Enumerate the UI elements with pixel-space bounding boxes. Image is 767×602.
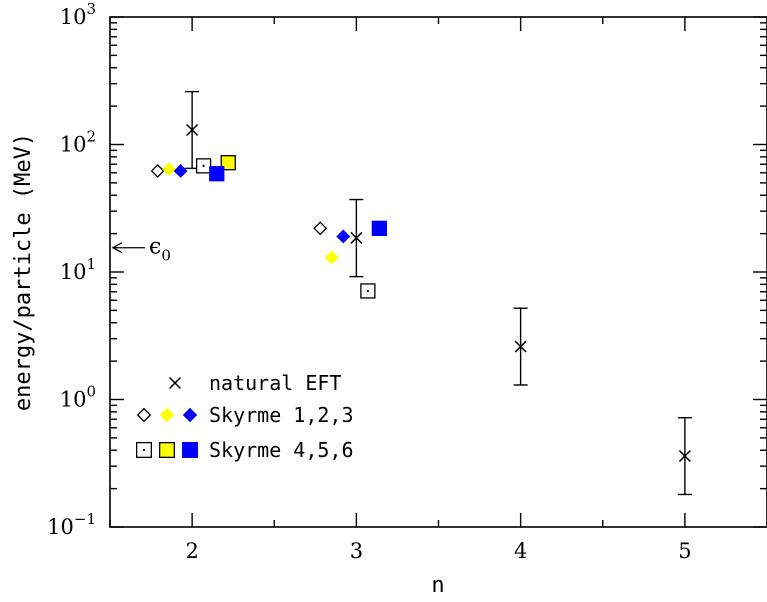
skyrme-1-point xyxy=(150,164,165,178)
skyrme-6-point xyxy=(371,220,388,236)
skyrme-4-point xyxy=(360,283,376,299)
legend-entry: Skyrme 4,5,6 xyxy=(135,438,354,462)
legend-entry: Skyrme 1,2,3 xyxy=(136,403,354,427)
natural-eft-point xyxy=(350,231,363,244)
error-bars xyxy=(185,90,692,496)
skyrme-3-point xyxy=(336,229,351,244)
skyrme-2-point xyxy=(324,250,339,265)
legend-label: natural EFT xyxy=(209,371,341,395)
square-center-dot xyxy=(142,448,146,452)
y-tick-label: 10−1 xyxy=(47,510,96,539)
x-tick-label: 5 xyxy=(678,539,691,563)
legend-label: Skyrme 4,5,6 xyxy=(209,438,354,462)
legend: natural EFT Skyrme 1,2,3 Skyrme 4,5,6 xyxy=(135,371,354,462)
natural-eft-point xyxy=(186,123,199,137)
natural-eft-point xyxy=(514,340,527,353)
legend-marker xyxy=(168,376,182,390)
x-stroke xyxy=(678,450,691,463)
legend-marker xyxy=(135,441,152,458)
skyrme-1-point xyxy=(313,221,328,236)
legend-marker xyxy=(158,441,175,458)
epsilon-zero-label: ϵ0 xyxy=(149,235,171,265)
legend-marker xyxy=(181,441,198,458)
x-stroke xyxy=(168,376,182,390)
skyrme-4-point xyxy=(195,158,212,174)
y-tick-label: 101 xyxy=(60,255,96,284)
legend-entry: natural EFT xyxy=(168,371,341,395)
x-tick-label: 4 xyxy=(514,539,527,563)
y-axis-title: energy/particle (MeV) xyxy=(11,133,36,411)
x-stroke xyxy=(514,340,527,353)
square-center-dot xyxy=(202,164,205,167)
x-stroke xyxy=(186,123,199,137)
skyrme-2-point xyxy=(162,162,177,177)
y-tick-label: 103 xyxy=(60,0,96,29)
y-tick-label: 102 xyxy=(60,128,96,157)
x-stroke xyxy=(350,231,363,244)
skyrme-6-point xyxy=(209,166,225,182)
square-center-dot xyxy=(366,289,369,293)
x-axis-title: n xyxy=(431,573,444,598)
annotation-arrow-head xyxy=(111,242,123,254)
square-body xyxy=(371,220,388,236)
annotations: ϵ0 xyxy=(111,235,171,265)
tick-labels: 2 3 4 5 103 102 101 100 10−1 xyxy=(47,0,691,563)
square-body xyxy=(158,441,175,458)
x-tick-label: 2 xyxy=(185,539,198,563)
legend-label: Skyrme 1,2,3 xyxy=(209,403,354,427)
y-tick-label: 100 xyxy=(60,383,96,412)
skyrme-5-point xyxy=(220,155,236,171)
square-body xyxy=(220,155,236,171)
epsilon-zero-annotation: ϵ0 xyxy=(111,235,171,265)
axis-ticks xyxy=(109,16,767,528)
square-body xyxy=(181,441,198,458)
legend-marker xyxy=(182,407,198,423)
natural-eft-point xyxy=(678,450,691,463)
data-points xyxy=(150,123,691,463)
legend-marker xyxy=(136,407,152,423)
skyrme-3-point xyxy=(173,164,188,178)
x-tick-label: 3 xyxy=(350,539,363,563)
legend-marker xyxy=(159,407,175,423)
square-body xyxy=(209,166,225,182)
